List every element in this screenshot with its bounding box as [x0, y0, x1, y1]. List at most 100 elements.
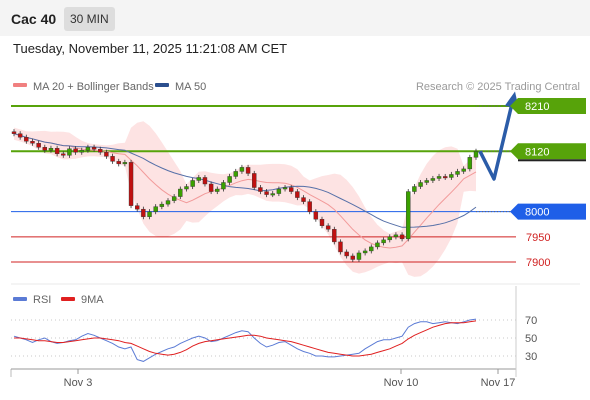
candle-body — [239, 167, 245, 172]
candle-body — [473, 151, 479, 158]
level-label-8000: 8000 — [525, 207, 549, 219]
x-axis-ticks: Nov 3 Nov 10 Nov 17 — [64, 369, 516, 389]
candle-body — [233, 171, 238, 177]
candle-body — [116, 161, 121, 165]
candle-body — [54, 148, 60, 155]
candle-body — [98, 149, 103, 153]
candle-body — [270, 193, 275, 196]
candle-body — [307, 201, 312, 212]
rsi-tick-70: 70 — [525, 315, 537, 327]
level-label-7900: 7900 — [526, 257, 550, 269]
candle-body — [67, 148, 72, 156]
candlesticks — [11, 129, 479, 262]
candle-body — [295, 191, 300, 198]
candle-body — [42, 147, 47, 151]
candle-body — [128, 162, 134, 206]
candle-body — [227, 176, 232, 183]
candle-body — [449, 174, 454, 178]
candle-body — [412, 186, 417, 192]
level-labels: 8210 8120 8000 7950 7900 — [510, 98, 586, 269]
candle-body — [215, 188, 220, 192]
rsi-legend-label: RSI — [33, 294, 51, 306]
ma20-line — [13, 133, 477, 249]
timestamp: Tuesday, November 11, 2025 11:21:08 AM C… — [13, 41, 288, 56]
candle-body — [122, 162, 128, 165]
moving-averages — [13, 133, 477, 249]
candle-body — [48, 148, 54, 151]
candle-body — [258, 187, 263, 192]
rsi-legend-swatch — [13, 297, 27, 301]
candle-body — [36, 143, 41, 148]
candle-body — [79, 150, 84, 153]
candle-body — [289, 187, 294, 192]
x-tick-label: Nov 17 — [481, 377, 516, 389]
candle-body — [24, 136, 29, 142]
candle-body — [202, 177, 208, 185]
candle-body — [196, 177, 202, 181]
candle-body — [319, 219, 325, 226]
candle-body — [171, 196, 177, 201]
x-tick-label: Nov 10 — [384, 377, 419, 389]
candle-body — [264, 191, 269, 195]
candle-body — [436, 176, 442, 179]
timeframe-button[interactable]: 30 MIN — [64, 7, 115, 31]
candle-body — [282, 187, 288, 190]
candle-body — [141, 208, 146, 217]
candle-body — [91, 147, 97, 150]
candle-body — [375, 242, 380, 248]
bollinger-legend-swatch — [13, 83, 27, 87]
level-tag-8000 — [510, 203, 586, 220]
rsi-line — [13, 318, 477, 362]
candle-body — [30, 141, 35, 144]
forecast-path — [478, 103, 514, 181]
candle-body — [159, 203, 165, 207]
candle-body — [443, 176, 448, 179]
level-tag-8120 — [510, 143, 586, 160]
candle-body — [276, 188, 282, 194]
symbol-title: Cac 40 — [11, 11, 57, 27]
rsi-ma-legend-label: 9MA — [81, 294, 104, 306]
candle-body — [406, 191, 411, 240]
candle-body — [153, 206, 158, 212]
level-tag-shadow-8120 — [518, 159, 586, 162]
candle-body — [73, 148, 78, 153]
rsi-ma-line — [14, 320, 477, 357]
candle-body — [461, 168, 466, 172]
rsi-ma-legend-swatch — [61, 297, 75, 301]
candle-body — [110, 156, 115, 162]
candle-body — [147, 211, 152, 217]
candle-body — [338, 241, 343, 253]
candle-body — [221, 182, 226, 190]
rsi-lines — [13, 318, 477, 362]
level-label-7950: 7950 — [526, 232, 550, 244]
candle-body — [356, 252, 362, 260]
candle-body — [178, 188, 183, 197]
rsi-tick-30: 30 — [525, 351, 537, 363]
candle-body — [17, 133, 23, 138]
candle-body — [332, 229, 337, 243]
candle-body — [184, 186, 189, 190]
candle-body — [61, 153, 66, 156]
candle-body — [455, 171, 460, 175]
candle-body — [424, 180, 429, 183]
candle-body — [430, 178, 436, 181]
candle-body — [134, 205, 140, 210]
candle-body — [190, 180, 195, 187]
ma50-line — [13, 133, 477, 228]
candle-body — [344, 251, 349, 257]
ma50-legend-swatch — [155, 83, 169, 87]
candle-body — [85, 147, 91, 151]
bollinger-band-area — [14, 121, 476, 277]
candle-body — [418, 182, 423, 187]
candle-body — [252, 173, 257, 188]
candle-body — [165, 200, 171, 205]
candle-body — [350, 255, 355, 260]
candle-body — [325, 225, 331, 230]
candle-body — [104, 152, 109, 157]
bollinger-bands — [14, 121, 476, 277]
level-label-8120: 8120 — [525, 146, 549, 158]
candle-body — [467, 157, 473, 170]
candle-body — [208, 183, 214, 192]
candle-body — [245, 167, 251, 174]
